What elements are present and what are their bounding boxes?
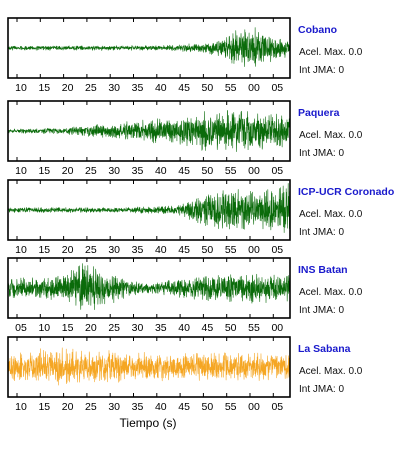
tick-label: 10 xyxy=(15,401,27,413)
tick-label: 25 xyxy=(85,165,97,177)
tick-label: 45 xyxy=(178,401,190,413)
tick-label: 15 xyxy=(62,322,74,334)
tick-label: 40 xyxy=(178,322,190,334)
tick-label: 25 xyxy=(85,244,97,256)
tick-label: 35 xyxy=(132,244,144,256)
accel-max-label: Acel. Max. 0.0 xyxy=(299,130,363,141)
panel-ins-batan: 05 10 15 20 25 30 35 40 45 50 55 00 INS Batan Acel. M… xyxy=(7,257,363,334)
tick-label: 55 xyxy=(225,82,237,94)
station-name: Cobano xyxy=(298,24,337,36)
accel-max-label: Acel. Max. 0.0 xyxy=(299,47,363,58)
jma-intensity-label: Int JMA: 0 xyxy=(299,148,344,159)
tick-label: 05 xyxy=(271,165,283,177)
plot-frame xyxy=(7,336,291,398)
accel-max-label: Acel. Max. 0.0 xyxy=(299,366,363,377)
tick-label: 35 xyxy=(132,165,144,177)
tick-label: 40 xyxy=(155,244,167,256)
tick-label: 25 xyxy=(85,82,97,94)
tick-label: 15 xyxy=(38,244,50,256)
tick-label: 35 xyxy=(155,322,167,334)
tick-label: 55 xyxy=(225,401,237,413)
station-name: Paquera xyxy=(298,107,340,119)
plot-frame xyxy=(7,17,291,79)
waveform-trace xyxy=(7,347,291,386)
tick-label: 50 xyxy=(202,82,214,94)
tick-label: 35 xyxy=(132,82,144,94)
tick-label: 45 xyxy=(178,82,190,94)
tick-label: 20 xyxy=(62,82,74,94)
tick-label: 00 xyxy=(248,244,260,256)
tick-label: 05 xyxy=(15,322,27,334)
tick-label: 40 xyxy=(155,82,167,94)
station-name: ICP-UCR Coronado xyxy=(298,186,394,198)
accel-max-label: Acel. Max. 0.0 xyxy=(299,287,363,298)
panel-cobano: 10 15 20 25 30 35 40 45 50 55 00 05 Cobano Acel. Max.… xyxy=(7,17,363,94)
tick-label: 20 xyxy=(85,322,97,334)
waveform-trace xyxy=(7,27,291,67)
tick-label: 10 xyxy=(15,165,27,177)
panel-paquera: 10 15 20 25 30 35 40 45 50 55 00 05 Paquera Acel. Max… xyxy=(7,100,363,177)
tick-label: 10 xyxy=(15,244,27,256)
jma-intensity-label: Int JMA: 0 xyxy=(299,65,344,76)
waveform-trace xyxy=(7,110,291,152)
tick-label: 35 xyxy=(132,401,144,413)
tick-label: 45 xyxy=(178,165,190,177)
tick-label: 50 xyxy=(202,401,214,413)
tick-label: 45 xyxy=(178,244,190,256)
panel-la-sabana: 10 15 20 25 30 35 40 45 50 55 00 05 La Sabana Acel. M… xyxy=(7,336,363,413)
tick-label: 15 xyxy=(38,165,50,177)
tick-label: 20 xyxy=(62,401,74,413)
tick-label: 05 xyxy=(271,244,283,256)
panel-icp-ucr-coronado: 10 15 20 25 30 35 40 45 50 55 00 05 ICP-UCR Coronado… xyxy=(7,179,394,256)
tick-label: 00 xyxy=(248,82,260,94)
jma-intensity-label: Int JMA: 0 xyxy=(299,305,344,316)
tick-label: 45 xyxy=(202,322,214,334)
tick-label: 20 xyxy=(62,165,74,177)
plot-frame xyxy=(7,179,291,241)
x-axis-title: Tiempo (s) xyxy=(120,416,177,430)
jma-intensity-label: Int JMA: 0 xyxy=(299,227,344,238)
tick-label: 25 xyxy=(108,322,120,334)
station-name: INS Batan xyxy=(298,264,348,276)
tick-label: 30 xyxy=(108,82,120,94)
tick-label: 05 xyxy=(271,401,283,413)
tick-label: 25 xyxy=(85,401,97,413)
tick-label: 15 xyxy=(38,82,50,94)
tick-label: 05 xyxy=(271,82,283,94)
tick-label: 55 xyxy=(225,244,237,256)
tick-label: 30 xyxy=(108,401,120,413)
tick-label: 55 xyxy=(225,165,237,177)
tick-label: 10 xyxy=(15,82,27,94)
plot-frame xyxy=(7,257,291,319)
tick-label: 00 xyxy=(248,401,260,413)
jma-intensity-label: Int JMA: 0 xyxy=(299,384,344,395)
waveform-trace xyxy=(7,263,291,310)
tick-label: 00 xyxy=(271,322,283,334)
waveform-trace xyxy=(7,183,291,233)
tick-label: 30 xyxy=(108,165,120,177)
tick-label: 10 xyxy=(38,322,50,334)
plot-frame xyxy=(7,100,291,162)
tick-label: 50 xyxy=(202,244,214,256)
tick-label: 50 xyxy=(225,322,237,334)
accel-max-label: Acel. Max. 0.0 xyxy=(299,209,363,220)
tick-label: 20 xyxy=(62,244,74,256)
tick-label: 15 xyxy=(38,401,50,413)
seismogram-panels: 10 15 20 25 30 35 40 45 50 55 00 05 Cobano Acel. Max.… xyxy=(7,17,394,413)
tick-label: 55 xyxy=(248,322,260,334)
tick-label: 30 xyxy=(132,322,144,334)
tick-label: 00 xyxy=(248,165,260,177)
tick-label: 30 xyxy=(108,244,120,256)
tick-label: 40 xyxy=(155,165,167,177)
station-name: La Sabana xyxy=(298,343,351,355)
tick-label: 50 xyxy=(202,165,214,177)
tick-label: 40 xyxy=(155,401,167,413)
